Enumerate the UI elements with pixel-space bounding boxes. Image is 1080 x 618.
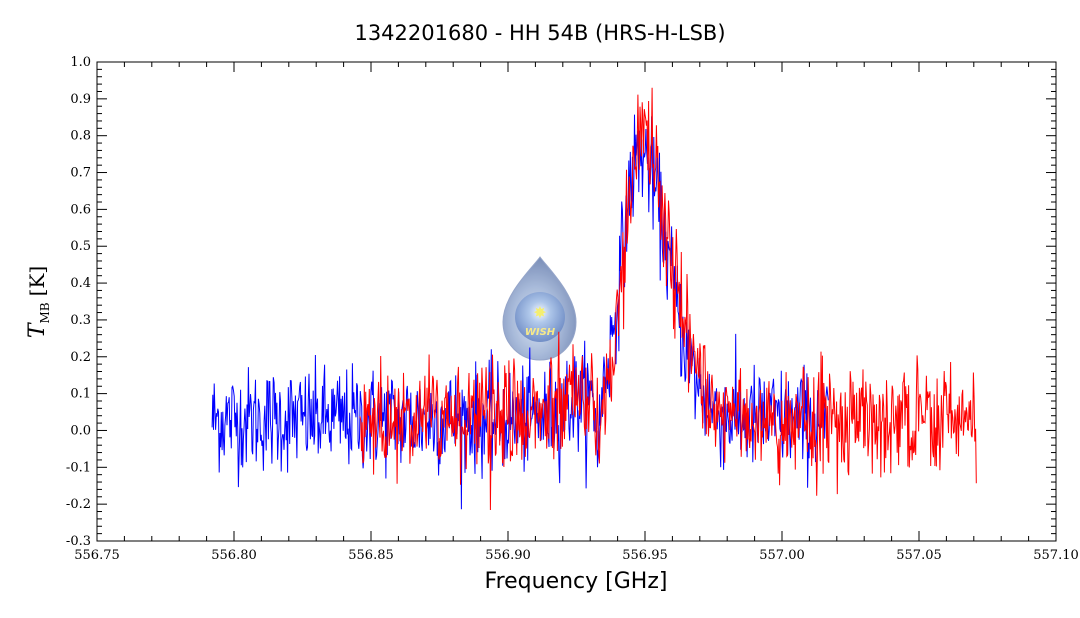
x-tick-label: 557.00 bbox=[759, 548, 805, 563]
plot-frame bbox=[96, 61, 1057, 542]
y-axis-symbol: T bbox=[25, 321, 50, 338]
y-tick-label: -0.2 bbox=[66, 497, 91, 512]
y-tick-label: 0.2 bbox=[70, 350, 91, 365]
x-tick-label: 556.85 bbox=[348, 548, 394, 563]
y-axis-unit: [K] bbox=[25, 266, 49, 297]
y-tick-label: 0.6 bbox=[70, 202, 91, 217]
y-tick-label: 1.0 bbox=[70, 55, 91, 70]
y-tick-label: -0.1 bbox=[66, 460, 91, 475]
svg-text:TMB[K]: TMB [K] bbox=[25, 266, 52, 338]
x-tick-label: 556.90 bbox=[485, 548, 531, 563]
series-line bbox=[359, 87, 977, 511]
x-tick-label: 557.05 bbox=[896, 548, 942, 563]
y-tick-label: 0.4 bbox=[70, 276, 91, 291]
plot-area bbox=[211, 87, 977, 511]
y-tick-label: 0.8 bbox=[70, 129, 91, 144]
y-tick-label: 0.9 bbox=[70, 92, 91, 107]
y-tick-label: 0.3 bbox=[70, 313, 91, 328]
y-tick-label: -0.3 bbox=[66, 534, 91, 549]
y-tick-label: 0.0 bbox=[70, 423, 91, 438]
wish-logo: ✸ WISH bbox=[502, 256, 577, 361]
y-tick-label: 0.7 bbox=[70, 166, 91, 181]
x-axis-title: Frequency [GHz] bbox=[485, 569, 668, 594]
y-tick-label: 0.1 bbox=[70, 387, 91, 402]
chart-title: 1342201680 - HH 54B (HRS-H-LSB) bbox=[354, 21, 725, 45]
axes: 556.75 556.80 556.85 556.90 556.95 557.00 557.… bbox=[66, 55, 1079, 563]
y-tick-label: 0.5 bbox=[70, 239, 91, 254]
x-tick-label: 556.75 bbox=[74, 548, 120, 563]
wish-logo-text: WISH bbox=[525, 327, 556, 338]
x-tick-label: 556.95 bbox=[622, 548, 668, 563]
x-tick-label: 556.80 bbox=[211, 548, 257, 563]
x-tick-label: 557.10 bbox=[1033, 548, 1079, 563]
y-axis-title: TMB [K] bbox=[25, 266, 52, 338]
y-axis-subscript: MB bbox=[38, 302, 52, 323]
star-icon: ✸ bbox=[533, 303, 546, 322]
